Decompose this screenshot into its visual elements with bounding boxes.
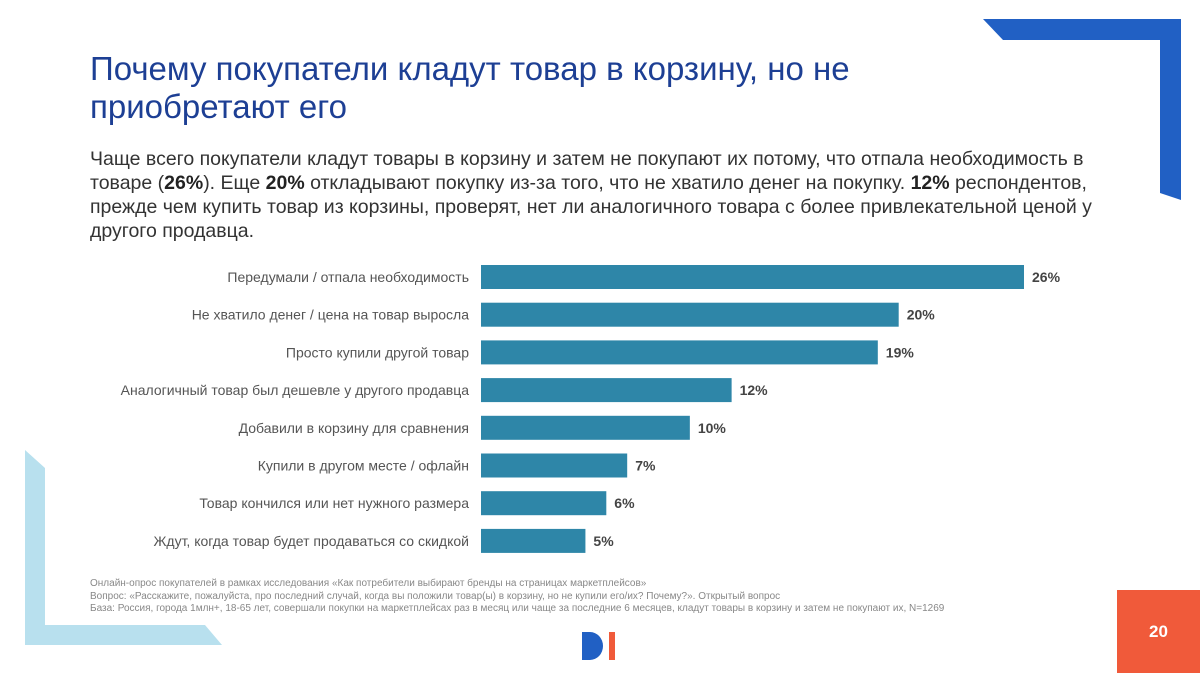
footnote-question: Вопрос: «Расскажите, пожалуйста, про пос… [90,590,781,602]
bar [481,453,628,478]
page-number: 20 [1117,590,1200,673]
footnotes: Онлайн-опрос покупателей в рамках исслед… [90,578,944,616]
value-label: 19% [886,344,915,360]
corner-top-right [983,19,1181,200]
page-title: Почему покупатели кладут товар в корзину… [90,50,850,125]
bar [481,265,1024,289]
bar [481,528,586,553]
bar [481,491,607,516]
category-label: Купили в другом месте / офлайн [258,458,469,474]
value-label: 5% [593,533,614,549]
category-label: Не хватило денег / цена на товар выросла [192,307,470,323]
bar [481,378,732,403]
category-label: Добавили в корзину для сравнения [239,420,469,436]
footnote-survey: Онлайн-опрос покупателей в рамках исслед… [90,578,647,589]
category-label: Аналогичный товар был дешевле у другого … [121,382,470,398]
bracket-bottom-left [25,450,222,645]
footnote-base: База: Россия, города 1млн+, 18-65 лет, с… [90,603,945,614]
category-label: Товар кончился или нет нужного размера [199,495,469,511]
category-label: Ждут, когда товар будет продаваться со с… [153,533,469,549]
value-label: 20% [907,307,936,323]
bar [481,415,690,440]
value-label: 6% [614,495,635,511]
bar [481,340,878,365]
value-label: 12% [740,382,769,398]
logo [582,632,615,660]
value-label: 10% [698,420,727,436]
category-label: Просто купили другой товар [286,344,469,360]
bar [481,302,899,327]
value-label: 26% [1032,269,1061,285]
summary-text: Чаще всего покупатели кладут товары в ко… [90,148,1092,242]
value-label: 7% [635,458,656,474]
category-label: Передумали / отпала необходимость [227,269,469,285]
